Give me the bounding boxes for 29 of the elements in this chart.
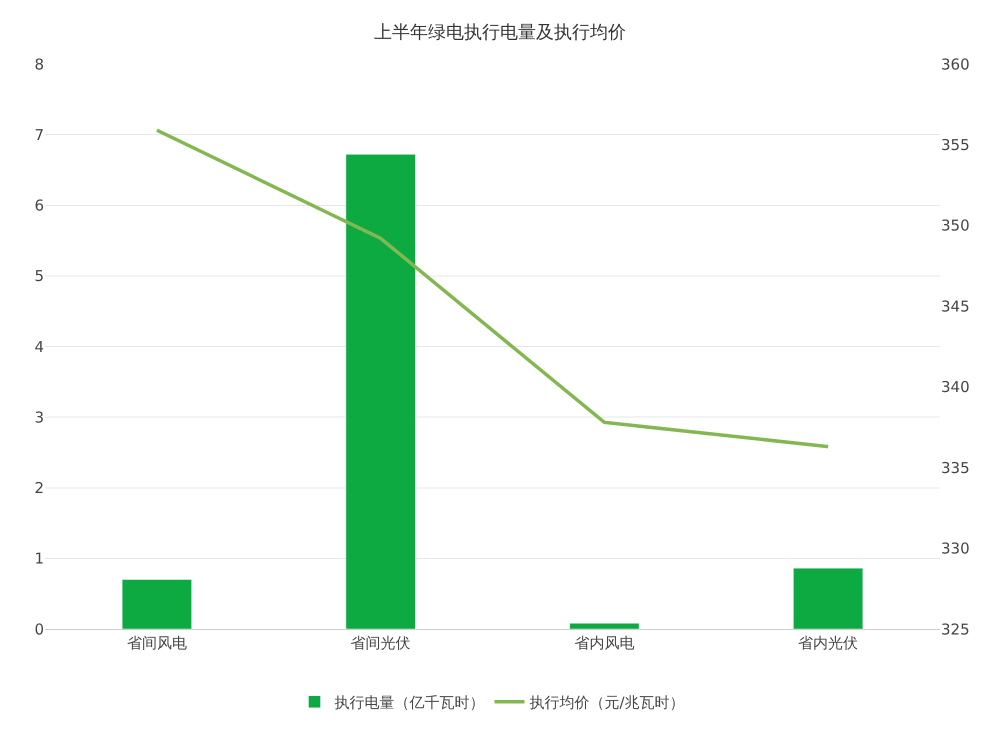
y-tick-label: 6	[34, 196, 44, 214]
y-tick-label: 3	[34, 408, 44, 426]
y2-tick-label: 360	[941, 55, 970, 74]
x-tick-label: 省内风电	[574, 634, 634, 652]
bar	[122, 579, 192, 629]
y2-tick-label: 345	[941, 297, 970, 316]
bar	[793, 568, 864, 629]
y2-tick-label: 350	[941, 216, 970, 235]
bar	[569, 623, 640, 629]
bar	[346, 154, 416, 629]
legend-label: 执行电量（亿千瓦时）	[334, 694, 484, 712]
y-tick-label: 5	[34, 267, 44, 286]
x-tick-label: 省间风电	[126, 634, 187, 652]
y2-tick-label: 330	[941, 540, 970, 558]
y2-tick-label: 340	[941, 378, 970, 396]
x-tick-label: 省间光伏	[350, 634, 411, 652]
y-tick-label: 0	[34, 620, 44, 638]
y2-tick-label: 355	[941, 136, 970, 154]
y2-tick-label: 325	[941, 620, 970, 638]
line-series	[155, 128, 830, 448]
y2-tick-label: 335	[941, 458, 970, 477]
y-tick-label: 2	[34, 479, 44, 497]
legend-label: 执行均价（元/兆瓦时）	[530, 694, 685, 712]
x-tick-label: 省内光伏	[798, 634, 858, 652]
y-tick-label: 7	[34, 126, 44, 144]
chart-title: 上半年绿电执行电量及执行均价	[374, 22, 626, 44]
y-tick-label: 1	[34, 550, 44, 568]
y-tick-label: 4	[34, 338, 44, 356]
y-tick-label: 8	[34, 55, 44, 74]
